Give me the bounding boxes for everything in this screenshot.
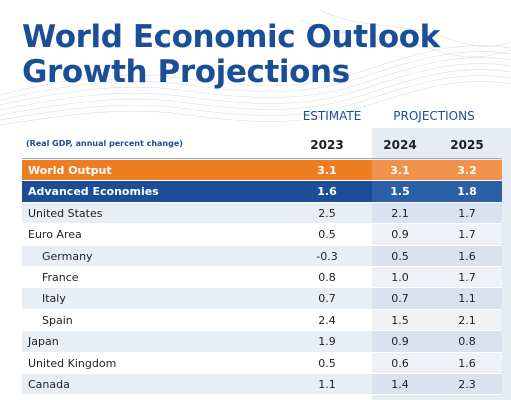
projections-table: World Output 3.1 3.1 3.2 Advanced Econom…	[22, 160, 502, 396]
row-label: Euro Area	[28, 228, 82, 242]
value-2025: 0.8	[458, 335, 476, 349]
value-2025: 2.3	[458, 377, 476, 391]
page-title-line-2: Growth Projections	[22, 54, 350, 90]
value-2024: 1.5	[390, 185, 410, 199]
value-2024: 1.5	[391, 313, 409, 327]
value-2025: 3.2	[457, 164, 477, 177]
table-row: Germany -0.3 0.5 1.6	[22, 245, 502, 267]
page-title-line-1: World Economic Outlook	[22, 19, 440, 55]
row-label: Canada	[28, 377, 70, 391]
table-row: Italy 0.7 0.7 1.1	[22, 288, 502, 310]
row-label: Japan	[28, 335, 59, 349]
table-row: World Output 3.1 3.1 3.2	[22, 160, 502, 182]
projections-header: PROJECTIONS	[393, 109, 475, 123]
wave-background-graphic	[0, 9, 511, 126]
value-2024: 1.0	[391, 270, 409, 284]
value-2023: 0.5	[318, 228, 336, 242]
table-header-row: (Real GDP, annual percent change) 2023 2…	[0, 132, 511, 158]
value-2023: 3.1	[317, 164, 337, 177]
row-label: Germany	[42, 249, 93, 263]
value-2025: 1.6	[458, 249, 476, 263]
row-label: World Output	[28, 164, 112, 177]
row-label: United States	[28, 206, 103, 220]
estimate-header: ESTIMATE	[302, 109, 362, 123]
value-2024: 0.5	[391, 249, 409, 263]
title-block: World Economic Outlook Growth Projection…	[22, 20, 440, 90]
table-row: Canada 1.1 1.4 2.3	[22, 373, 502, 396]
value-2024: 2.1	[391, 206, 409, 220]
value-2023: 2.5	[318, 206, 336, 220]
header-divider	[22, 158, 502, 159]
table-row: Euro Area 0.5 0.9 1.7	[22, 224, 502, 246]
value-2025: 1.7	[458, 228, 476, 242]
table-row: Japan 1.9 0.9 0.8	[22, 331, 502, 353]
value-2023: 0.8	[318, 270, 336, 284]
row-label: Spain	[42, 313, 73, 327]
year-header-2024: 2024	[383, 138, 417, 152]
value-2024: 0.9	[391, 228, 409, 242]
row-label: Italy	[42, 292, 66, 306]
row-label: United Kingdom	[28, 356, 117, 370]
value-2024: 1.4	[391, 377, 409, 391]
table-row: United States 2.5 2.1 1.7	[22, 202, 502, 225]
value-2023: 1.1	[318, 377, 336, 391]
value-2024: 3.1	[390, 164, 410, 177]
table-row: France 0.8 1.0 1.7	[22, 266, 502, 289]
year-header-2023: 2023	[310, 138, 344, 152]
table-subtitle: (Real GDP, annual percent change)	[26, 139, 183, 148]
table-row: Spain 2.4 1.5 2.1	[22, 309, 502, 332]
value-2025: 1.8	[457, 185, 477, 199]
row-label: Advanced Economies	[28, 185, 159, 199]
value-2023: 2.4	[318, 313, 336, 327]
value-2025: 1.7	[458, 206, 476, 220]
row-label: France	[42, 270, 79, 284]
table-row: United Kingdom 0.5 0.6 1.6	[22, 352, 502, 374]
value-2023: 0.5	[318, 356, 336, 370]
value-2024: 0.7	[391, 292, 409, 306]
value-2025: 1.6	[458, 356, 476, 370]
table-row: Advanced Economies 1.6 1.5 1.8	[22, 181, 502, 203]
value-2023: 0.7	[318, 292, 336, 306]
value-2024: 0.9	[391, 335, 409, 349]
value-2025: 1.7	[458, 270, 476, 284]
value-2023: 1.9	[318, 335, 336, 349]
year-header-2025: 2025	[450, 138, 484, 152]
value-2025: 1.1	[458, 292, 476, 306]
value-2023: 1.6	[317, 185, 337, 199]
value-2023: -0.3	[316, 249, 338, 263]
value-2025: 2.1	[458, 313, 476, 327]
value-2024: 0.6	[391, 356, 409, 370]
